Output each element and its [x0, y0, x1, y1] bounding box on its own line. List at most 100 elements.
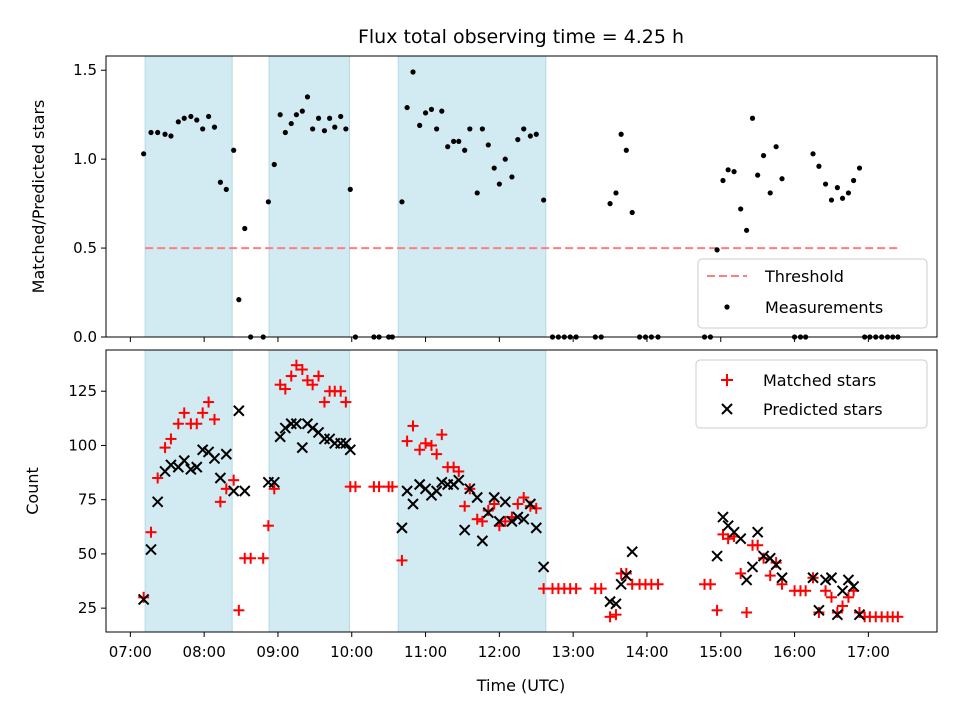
predicted-star-point	[145, 543, 157, 556]
predicted-star-point	[476, 535, 489, 547]
legend-threshold-label: Threshold	[764, 267, 844, 286]
predicted-star-point	[711, 550, 723, 562]
top-y-tick-label: 0.5	[73, 239, 97, 257]
measurement-point	[613, 190, 619, 196]
predicted-star-point	[401, 485, 413, 497]
predicted-star-point	[279, 422, 292, 434]
x-tick-label: 14:00	[625, 643, 668, 661]
predicted-star-point	[430, 485, 443, 497]
predicted-star-point	[853, 608, 866, 621]
matched-star-point	[401, 435, 413, 447]
x-tick-label: 09:00	[256, 643, 299, 661]
matched-star-point	[524, 500, 536, 512]
matched-star-point	[335, 385, 347, 397]
measurement-point	[479, 126, 485, 132]
matched-star-point	[512, 498, 524, 510]
matched-star-point	[776, 578, 788, 590]
measurement-point	[839, 195, 846, 201]
matched-star-point	[842, 591, 854, 603]
predicted-star-point	[757, 550, 770, 562]
x-tick-label: 12:00	[478, 643, 521, 661]
measurement-point	[462, 147, 468, 153]
matched-star-point	[488, 498, 500, 510]
top-axis-ticks: 0.0 0.5 1.0 1.5	[73, 61, 869, 346]
measurement-point	[485, 142, 491, 148]
bottom-y-tick-label: 50	[78, 545, 97, 563]
observing-window-2	[268, 349, 351, 633]
matched-star-point	[191, 418, 203, 430]
top-legend: Threshold Measurements	[697, 258, 928, 329]
predicted-star-point	[836, 585, 849, 597]
measurement-point	[148, 129, 154, 136]
matched-star-point	[407, 420, 419, 432]
measurement-point	[773, 144, 779, 150]
matched-star-point	[262, 520, 274, 532]
predicted-star-point	[610, 598, 622, 610]
measurement-point	[834, 185, 840, 191]
measurement-point	[277, 112, 283, 118]
measurement-point	[236, 297, 242, 303]
measurement-point	[731, 169, 737, 175]
predicted-star-point	[847, 580, 860, 593]
top-plot-frame	[105, 55, 938, 338]
measurement-point	[607, 201, 613, 207]
measurement-point	[760, 152, 767, 159]
legend-measurements-swatch	[724, 304, 730, 310]
matched-star-point	[704, 578, 716, 590]
chart-title: Flux total observing time = 4.25 h	[358, 26, 684, 48]
measurement-point	[181, 115, 187, 121]
x-tick-label: 17:00	[847, 643, 890, 661]
matched-star-point	[208, 413, 220, 425]
predicted-star-point	[740, 574, 753, 586]
measurement-point	[194, 117, 200, 123]
matched-star-point	[172, 418, 184, 430]
top-y-tick-label: 0.0	[73, 328, 97, 346]
matched-star-point	[159, 442, 171, 454]
predicted-star-point	[626, 546, 638, 558]
matched-star-point	[165, 433, 177, 445]
measurement-point	[327, 115, 333, 121]
measurement-point	[205, 113, 212, 120]
matched-star-point	[268, 483, 280, 495]
bottom-plot-frame	[105, 349, 938, 633]
measurement-point	[509, 174, 515, 180]
predicted-star-point	[274, 431, 286, 443]
predicted-star-point	[471, 491, 483, 504]
measurement-point	[779, 176, 785, 182]
bottom-observing-windows	[144, 349, 547, 633]
measurement-point	[304, 94, 311, 100]
matched-star-point	[570, 583, 582, 595]
measurement-point	[743, 227, 750, 233]
matched-star-point	[373, 481, 385, 493]
measurement-point	[491, 165, 497, 171]
bottom-legend: Matched stars Predicted stars	[695, 359, 928, 429]
measurement-point	[417, 122, 423, 128]
measurement-point	[725, 167, 731, 173]
predicted-star-point	[813, 604, 825, 617]
predicted-star-point	[499, 496, 511, 508]
legend-matched-swatch	[721, 374, 733, 386]
predicted-star-point	[407, 498, 419, 510]
matched-star-point	[595, 583, 607, 595]
measurement-point	[288, 120, 294, 127]
measurement-point	[755, 172, 761, 178]
matched-star-point	[214, 496, 226, 508]
top-observing-windows	[144, 55, 547, 338]
matched-star-point	[476, 515, 488, 527]
predicted-star-point	[191, 461, 203, 473]
measurement-point	[714, 247, 720, 253]
measurement-point	[223, 186, 229, 192]
measurement-point	[141, 151, 147, 157]
predicted-star-point	[268, 476, 280, 489]
matched-star-point	[831, 606, 843, 618]
observing-window-1	[144, 349, 233, 633]
top-legend-box	[697, 258, 928, 329]
predicted-star-point	[530, 522, 542, 534]
matched-star-point	[340, 396, 352, 408]
matched-star-point	[425, 439, 437, 451]
predicted-star-point	[482, 506, 494, 519]
bottom-y-tick-label: 100	[68, 436, 97, 454]
matched-star-point	[414, 444, 426, 456]
legend-measurements-label: Measurements	[765, 298, 883, 317]
